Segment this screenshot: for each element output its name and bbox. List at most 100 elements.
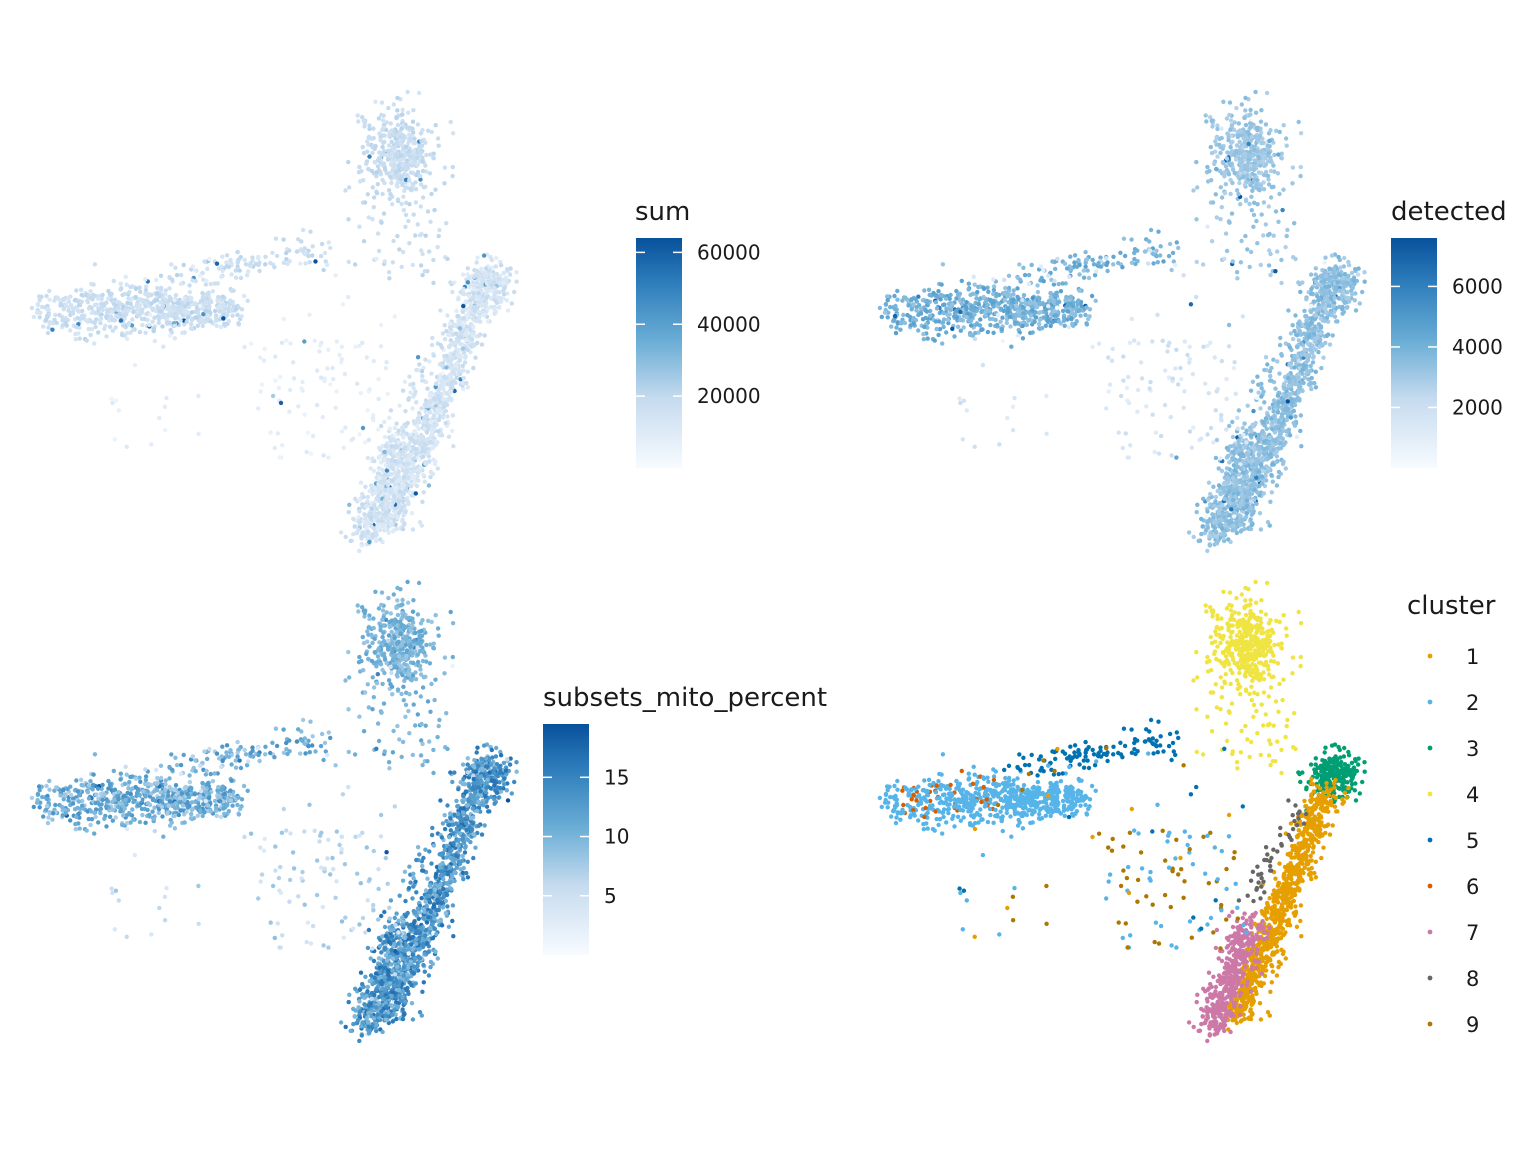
point [1065,309,1071,314]
point [1253,89,1258,95]
point [268,260,273,266]
point [130,317,135,322]
point [365,192,370,197]
point [216,294,221,300]
point [444,365,449,370]
point [885,315,890,320]
point [365,494,371,500]
point [382,498,388,503]
point [387,426,392,431]
point [132,362,138,368]
point [198,303,203,309]
point [1331,274,1337,279]
point [367,488,372,494]
point [281,260,287,265]
point [486,319,491,324]
point [306,248,311,253]
point [465,313,470,318]
point [895,297,900,302]
point [493,290,498,296]
point [1166,253,1172,259]
point [383,527,389,532]
point [273,378,278,383]
point [93,324,98,330]
point [413,187,419,192]
point [46,325,51,330]
point [450,413,456,418]
point [914,308,919,313]
point [425,451,430,456]
point [906,303,911,308]
point [1096,261,1101,266]
point [400,388,406,393]
point [229,272,234,277]
point [415,162,421,167]
point [445,414,450,419]
point [505,267,510,272]
point [1304,297,1309,302]
point [237,268,242,273]
point [432,397,438,402]
point [371,126,376,131]
point [1233,148,1239,153]
point [421,185,427,190]
point [1261,200,1267,205]
point [1227,220,1232,225]
point [412,429,417,434]
point [386,465,391,470]
point [509,301,514,306]
point [386,449,392,455]
point [159,314,165,319]
point [892,306,898,312]
point [1212,161,1217,167]
point [339,357,344,362]
point [388,174,393,180]
point [507,272,513,277]
point [1268,195,1274,200]
point [1033,315,1039,320]
point [208,319,213,324]
point [390,478,395,483]
point [964,305,969,310]
point [423,357,428,362]
point [1239,238,1244,244]
point [952,314,957,319]
point [1296,119,1301,125]
point [426,483,432,488]
point [1234,157,1239,162]
point [415,222,420,227]
point [413,140,418,146]
point [416,90,422,96]
point [414,367,419,373]
point [1243,95,1248,101]
point [465,280,471,285]
point [1273,209,1279,214]
point [346,294,351,300]
point [407,457,412,462]
point [178,309,183,314]
point [401,475,406,480]
point [1268,251,1273,257]
point [1360,289,1365,295]
point [37,298,42,303]
point [936,289,941,294]
point [1330,333,1335,338]
point [1228,191,1233,197]
point [47,288,52,294]
point [898,327,903,332]
point [1021,293,1027,298]
point [1266,150,1272,156]
point [1246,141,1251,147]
point [1341,264,1347,269]
point [421,378,426,383]
point [1234,270,1240,275]
point [303,261,308,266]
point [447,375,453,380]
point [1222,191,1228,196]
point [29,305,35,311]
point [377,485,383,490]
point [429,191,434,197]
point [1242,170,1247,175]
point [1054,305,1060,310]
point [143,330,148,335]
